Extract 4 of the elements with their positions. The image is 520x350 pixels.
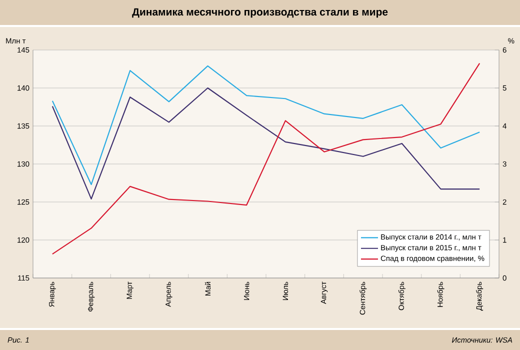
line-series (52, 65, 480, 186)
line-series (52, 87, 480, 200)
chart-title: Динамика месячного производства стали в мире (132, 8, 388, 18)
line-series (52, 62, 480, 255)
